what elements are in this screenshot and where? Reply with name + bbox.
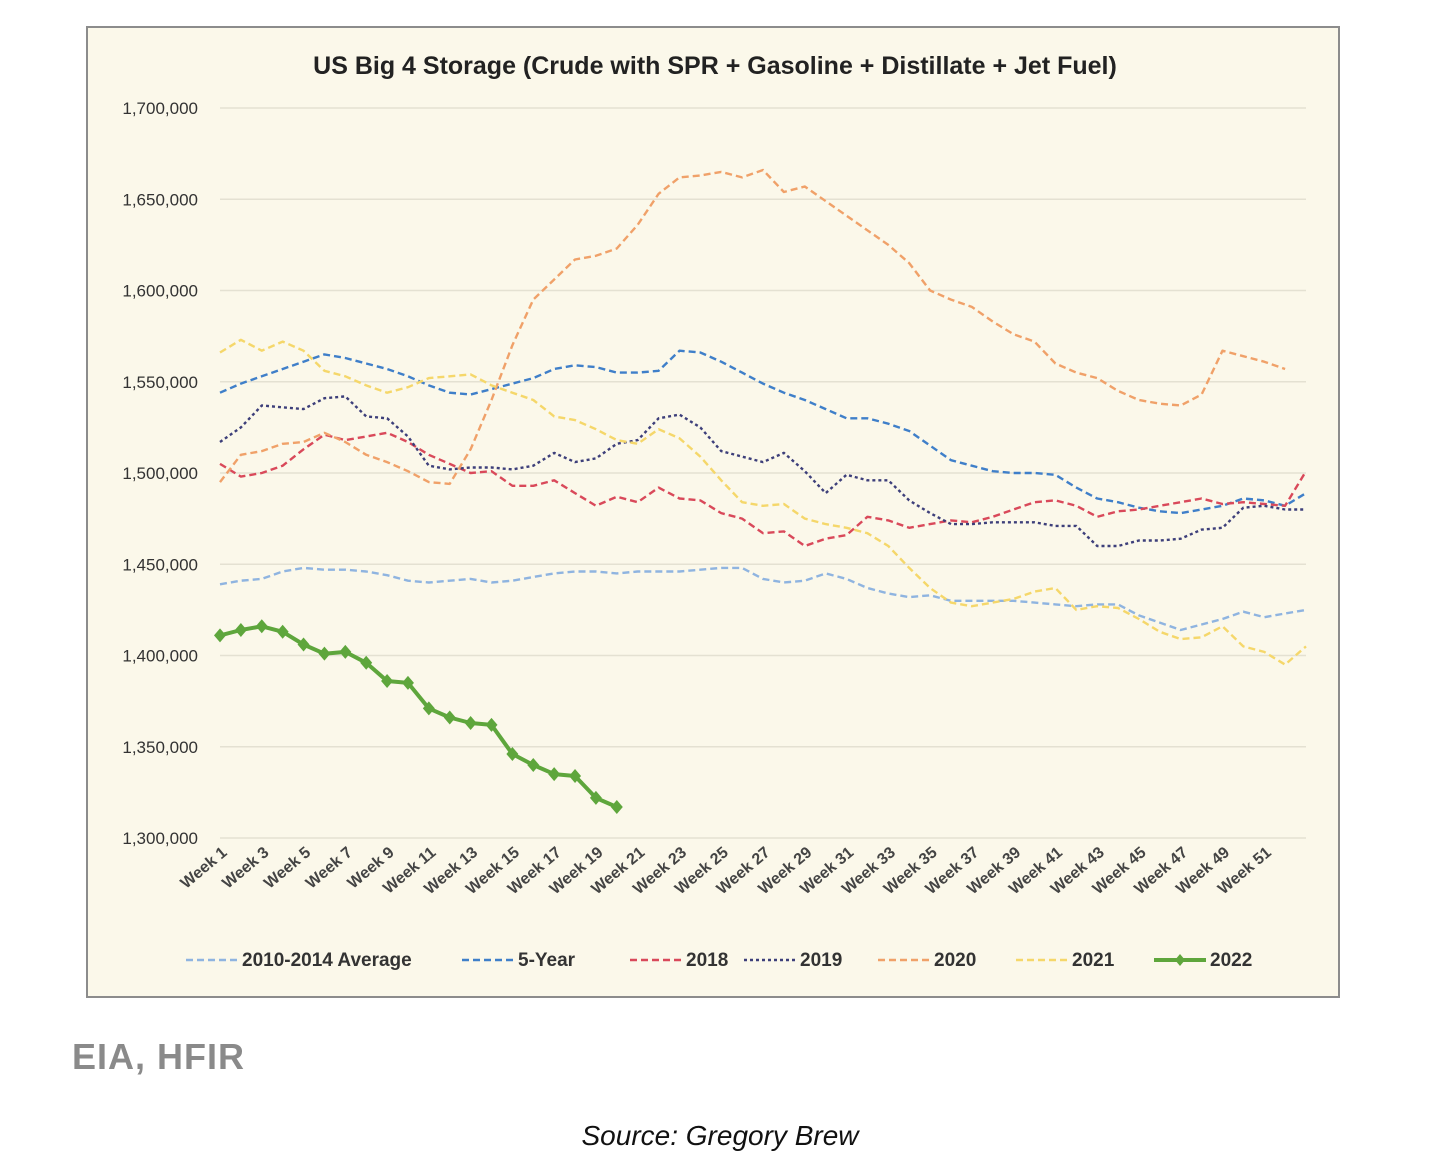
data-point-2022 (527, 758, 540, 772)
x-tick-label: Week 7 (303, 844, 356, 892)
y-tick-label: 1,450,000 (122, 555, 198, 574)
data-point-2022 (339, 644, 352, 659)
data-point-2022 (234, 622, 247, 637)
series-line-2010-2014-average (219, 566, 1307, 632)
data-point-2022 (297, 637, 310, 652)
data-point-2022 (610, 799, 623, 814)
data-point-2022 (506, 747, 519, 762)
legend-label: 2021 (1072, 950, 1115, 971)
y-tick-label: 1,550,000 (122, 373, 198, 392)
data-point-2022 (318, 646, 331, 661)
y-tick-label: 1,650,000 (122, 190, 198, 209)
data-point-2022 (485, 717, 498, 732)
series-line-2019 (219, 395, 1306, 548)
data-point-2022 (276, 624, 289, 639)
chart-frame: US Big 4 Storage (Crude with SPR + Gasol… (86, 26, 1340, 998)
gridlines (220, 107, 1306, 839)
y-tick-label: 1,300,000 (122, 829, 198, 848)
data-point-2022 (214, 628, 226, 643)
y-tick-label: 1,700,000 (122, 99, 198, 118)
legend-label: 2010-2014 Average (242, 950, 412, 971)
data-point-2022 (422, 701, 435, 716)
source-caption: Source: Gregory Brew (581, 1120, 859, 1151)
y-tick-label: 1,400,000 (122, 647, 198, 666)
data-point-2022 (569, 768, 582, 783)
x-tick-label: Week 1 (178, 844, 231, 892)
series-line-2021 (219, 338, 1307, 666)
data-credit: EIA, HFIR (72, 1036, 246, 1077)
data-point-2022 (464, 716, 477, 731)
legend-label: 5-Year (518, 950, 576, 971)
series-lines (214, 168, 1308, 814)
line-chart: US Big 4 Storage (Crude with SPR + Gasol… (122, 52, 1308, 971)
series-line-2020 (219, 168, 1286, 486)
legend-label: 2019 (800, 950, 842, 971)
series-line-5-year (219, 349, 1307, 515)
data-point-2022 (381, 674, 394, 689)
y-tick-label: 1,600,000 (122, 282, 198, 301)
legend-label: 2020 (934, 950, 976, 971)
series-line-2018 (219, 431, 1308, 548)
legend-label: 2018 (686, 950, 728, 971)
data-point-2022 (589, 790, 602, 805)
data-point-2022 (401, 675, 414, 690)
y-tick-label: 1,350,000 (122, 738, 198, 757)
x-tick-label: Week 5 (261, 844, 314, 892)
series-line-2022 (219, 624, 618, 809)
legend-label: 2022 (1210, 950, 1252, 971)
legend: 2010-2014 Average 5-Year 2018 2019 2020 2021 2… (186, 950, 1252, 971)
legend-marker (1175, 954, 1185, 966)
y-axis-tick-labels: 1,300,000 1,350,000 1,400,000 1,450,000 1,50… (122, 99, 198, 848)
data-point-2022 (443, 710, 456, 725)
data-point-2022 (360, 655, 373, 670)
chart-title: US Big 4 Storage (Crude with SPR + Gasol… (313, 52, 1117, 80)
data-point-2022 (548, 767, 561, 782)
y-tick-label: 1,500,000 (122, 464, 198, 483)
x-tick-label: Week 3 (219, 844, 272, 892)
data-point-2022 (255, 619, 268, 634)
